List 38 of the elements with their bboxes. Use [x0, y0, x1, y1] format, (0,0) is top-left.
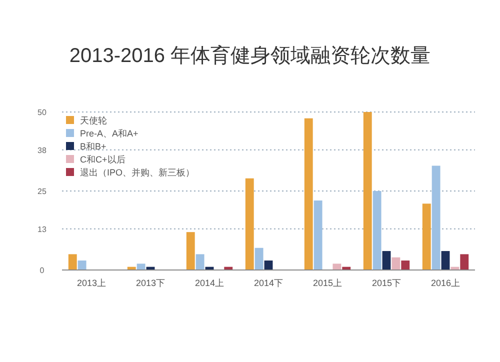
bar: [68, 254, 77, 270]
x-tick-label: 2015上: [312, 278, 342, 288]
bar: [372, 191, 382, 270]
bar: [314, 200, 322, 270]
bar: [382, 251, 391, 270]
y-tick-label: 50: [38, 108, 47, 117]
legend-label: 天使轮: [80, 116, 107, 126]
bar: [460, 254, 469, 270]
bar: [392, 257, 400, 270]
y-tick-label: 38: [38, 146, 47, 155]
legend-label: 退出（IPO、并购、新三板）: [80, 168, 195, 178]
y-tick-label: 25: [38, 187, 47, 196]
bar: [196, 254, 204, 270]
bar: [78, 260, 86, 270]
x-tick-label: 2013上: [76, 278, 106, 288]
bar: [422, 204, 431, 270]
x-tick-label: 2015下: [372, 278, 402, 288]
bar: [432, 166, 440, 270]
bar: [254, 248, 264, 270]
x-tick-label: 2014上: [194, 278, 224, 288]
x-tick-label: 2016上: [430, 278, 460, 288]
x-tick-label: 2013下: [136, 278, 166, 288]
x-tick-label: 2014下: [254, 278, 284, 288]
bar: [332, 264, 342, 270]
bar: [363, 112, 372, 270]
bar: [245, 178, 254, 270]
bar: [304, 118, 313, 270]
bar: [441, 251, 450, 270]
legend-label: B和B+: [80, 142, 106, 152]
legend-label: Pre-A、A和A+: [80, 128, 138, 138]
y-tick-label: 13: [38, 224, 47, 234]
bar: [186, 232, 195, 270]
y-tick-label: 0: [40, 266, 45, 275]
bar: [136, 264, 146, 270]
bar: [264, 260, 273, 270]
bar: [401, 260, 410, 270]
chart-title: 2013-2016 年体育健身领域融资轮次数量: [69, 44, 431, 67]
legend-label: C和C+以后: [80, 154, 126, 164]
